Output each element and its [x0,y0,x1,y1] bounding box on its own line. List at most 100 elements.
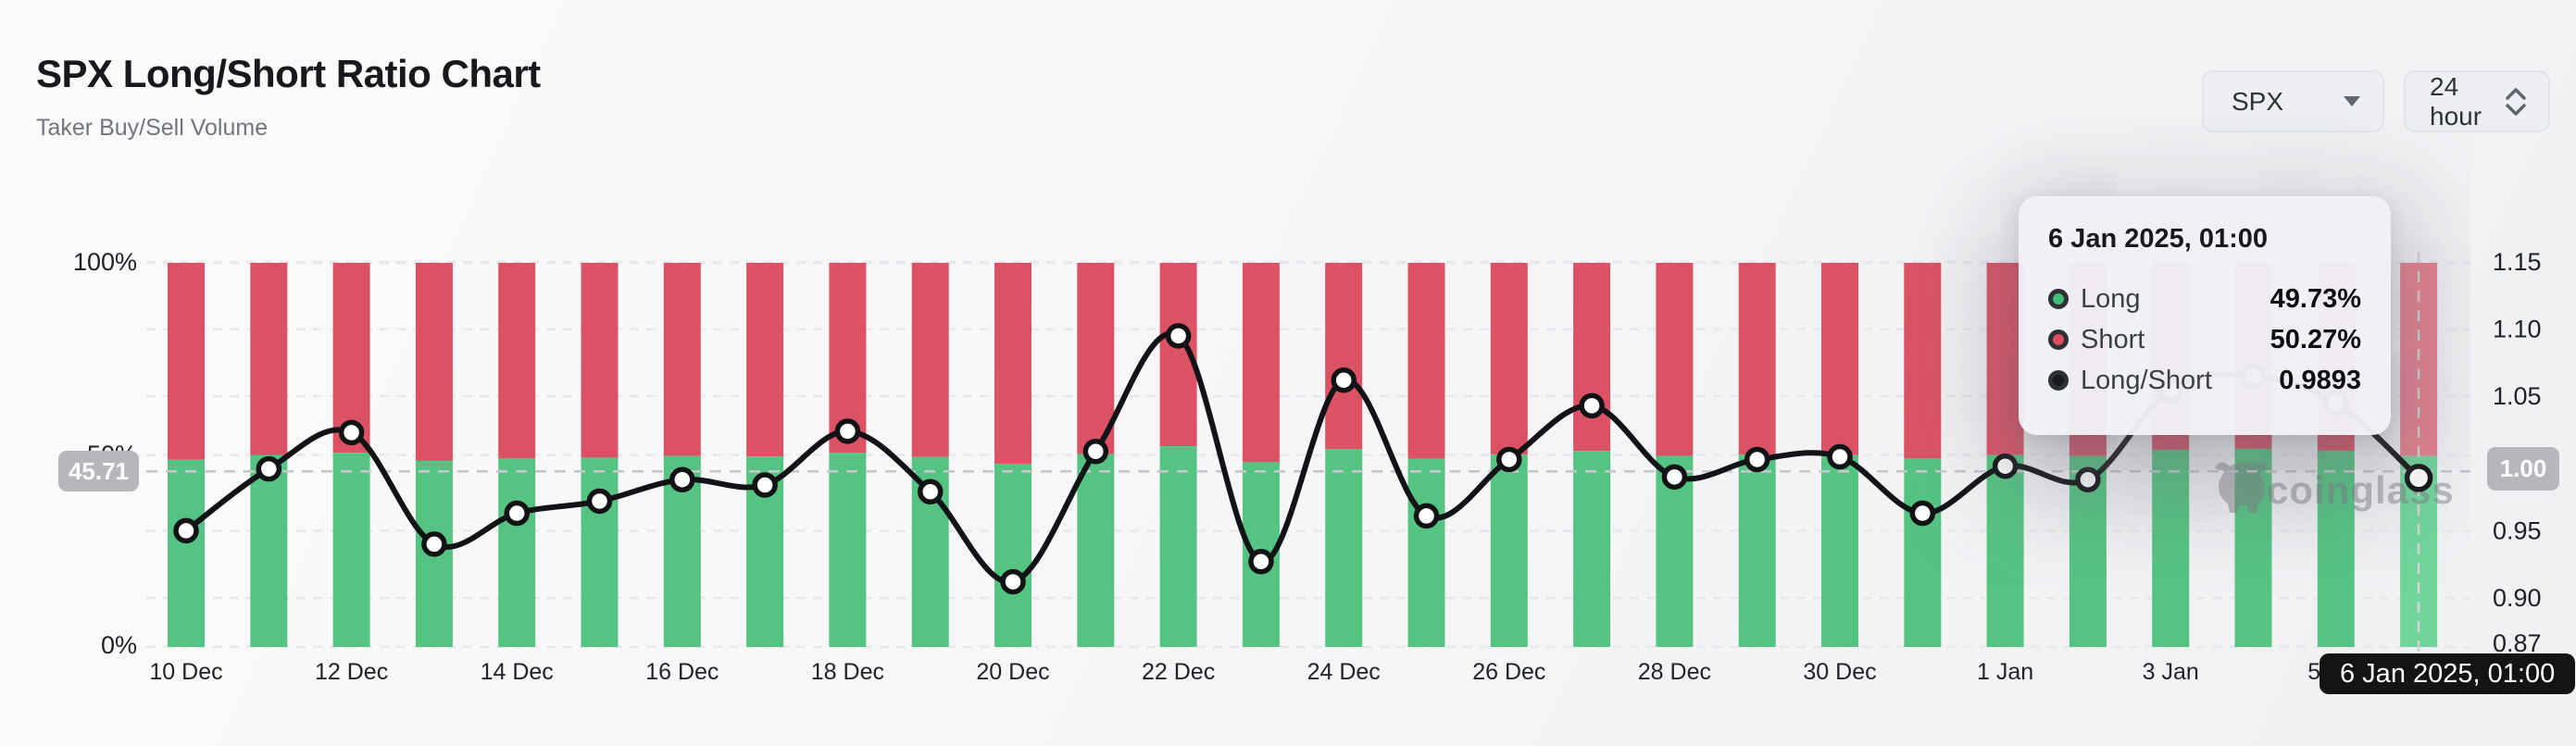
short-bar[interactable] [250,263,288,455]
short-bar[interactable] [1077,263,1115,454]
right-axis-label: 0.87 [2493,629,2542,657]
ratio-point[interactable] [1496,446,1522,473]
short-bar[interactable] [746,263,784,457]
short-bar[interactable] [1656,263,1694,456]
ratio-point[interactable] [1744,446,1770,473]
ratio-point[interactable] [1000,568,1026,595]
series-value: 0.9893 [2279,365,2361,395]
short-bar[interactable] [1407,263,1445,459]
series-value: 49.73% [2270,283,2361,314]
ratio-point[interactable] [586,488,613,515]
x-axis-label: 20 Dec [976,659,1049,685]
symbol-select-value: SPX [2232,86,2284,116]
left-axis-label: 100% [73,248,137,276]
interval-select-value: 24 hour [2430,71,2482,131]
short-bar[interactable] [168,263,205,460]
ratio-point[interactable] [1579,392,1605,419]
short-bar[interactable] [498,263,536,459]
short-bar[interactable] [663,263,701,456]
x-axis-label: 12 Dec [315,659,388,685]
ratio-point[interactable] [256,455,282,482]
long-bar[interactable] [1904,458,1942,647]
page-subtitle: Taker Buy/Sell Volume [36,115,269,141]
long-bar[interactable] [168,459,205,647]
short-bar[interactable] [1573,263,1611,452]
symbol-select[interactable]: SPX [2202,70,2384,132]
long-bar[interactable] [1159,446,1197,647]
short-bar[interactable] [1325,263,1363,450]
short-bar[interactable] [1821,263,1858,455]
ratio-point[interactable] [669,466,695,492]
long-bar[interactable] [1490,454,1528,647]
ratio-point[interactable] [1661,464,1688,491]
long-bar[interactable] [1325,449,1363,647]
x-axis-label: 30 Dec [1803,659,1876,685]
ratio-point[interactable] [1331,367,1357,393]
short-bar[interactable] [415,263,453,461]
long-bar[interactable] [498,458,536,647]
long-bar[interactable] [1573,451,1611,647]
right-axis-label: 0.90 [2493,584,2542,612]
long-bar[interactable] [250,454,288,647]
short-bar[interactable] [994,263,1032,465]
long-bar[interactable] [829,453,867,647]
x-axis-label: 14 Dec [481,659,554,685]
long-bar[interactable] [2152,449,2190,647]
x-axis-label: 18 Dec [811,659,884,685]
series-label: Short [2081,324,2145,354]
ratio-point[interactable] [338,419,365,446]
ratio-point[interactable] [173,517,199,544]
ratio-point[interactable] [1909,500,1936,527]
series-label: Long/Short [2081,365,2212,395]
short-bar[interactable] [581,263,619,458]
x-axis-label: 1 Jan [1977,659,2033,685]
ratio-point-hovered[interactable] [2404,464,2433,492]
series-marker-icon [2048,370,2069,391]
ratio-point[interactable] [1165,323,1192,349]
crosshair-date-badge: 6 Jan 2025, 01:00 [2320,653,2576,694]
ratio-point[interactable] [834,418,861,444]
long-bar[interactable] [581,457,619,647]
ratio-point[interactable] [1413,503,1440,529]
short-bar[interactable] [911,263,949,457]
short-bar[interactable] [1904,263,1942,459]
long-bar[interactable] [1821,454,1858,647]
ratio-point[interactable] [752,472,778,498]
x-axis-label: 22 Dec [1142,659,1215,685]
ratio-point[interactable] [1992,453,2019,479]
long-bar[interactable] [1077,454,1115,647]
short-bar[interactable] [1242,263,1280,463]
series-value: 50.27% [2270,324,2361,354]
long-bar[interactable] [994,464,1032,647]
ratio-point[interactable] [917,479,944,505]
long-bar[interactable] [1986,454,2024,647]
tooltip-row: Short 50.27% [2048,319,2361,360]
interval-select[interactable]: 24 hour [2404,70,2550,132]
right-axis-label: 1.15 [2493,248,2542,276]
x-axis-label: 28 Dec [1638,659,1711,685]
ratio-point[interactable] [421,531,447,557]
ratio-point[interactable] [1082,438,1109,465]
short-bar[interactable] [1490,263,1528,455]
short-bar[interactable] [1738,263,1776,455]
long-bar[interactable] [1407,458,1445,647]
tooltip-row: Long/Short 0.9893 [2048,360,2361,401]
long-bar[interactable] [332,453,370,647]
ratio-point[interactable] [1248,549,1274,575]
short-bar[interactable] [1986,263,2024,455]
crosshair-left-badge: 45.71 [58,451,139,491]
x-axis-label: 26 Dec [1472,659,1545,685]
ratio-point[interactable] [504,500,530,527]
ratio-point[interactable] [1827,443,1853,470]
right-axis-label: 1.05 [2493,382,2542,410]
left-axis-label: 0% [101,631,137,659]
tooltip-title: 6 Jan 2025, 01:00 [2048,224,2269,254]
long-bar[interactable] [1738,454,1776,647]
x-axis-label: 10 Dec [149,659,222,685]
long-bar[interactable] [2317,450,2355,647]
right-axis-label: 0.95 [2493,516,2542,544]
page-title: SPX Long/Short Ratio Chart [36,52,541,95]
ratio-point[interactable] [2075,466,2101,492]
chart-tooltip: 6 Jan 2025, 01:00 Long 49.73% Short 50.27% L… [2019,196,2391,435]
